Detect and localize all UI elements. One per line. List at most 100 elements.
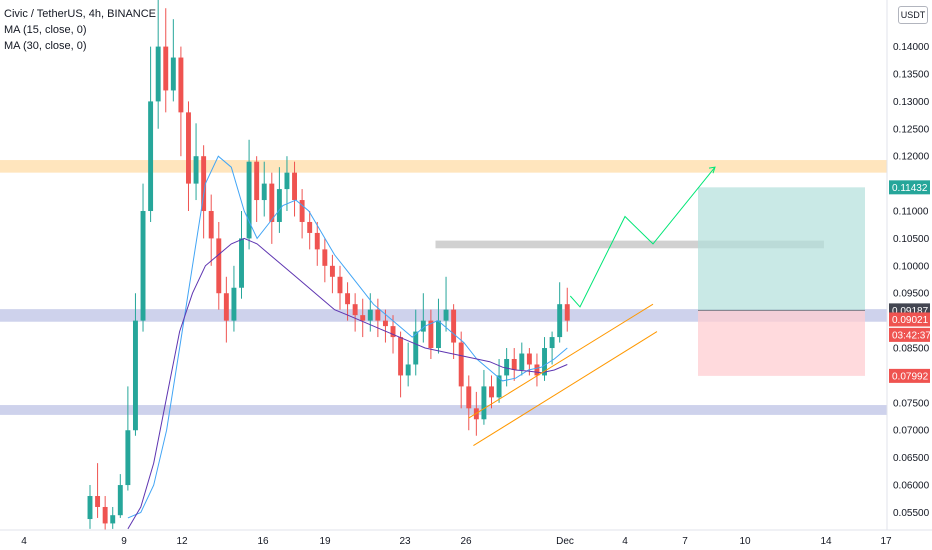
candle-body [261,183,267,201]
long-position-tool[interactable] [698,187,865,376]
candle-body [292,172,297,201]
candle-body [186,112,191,184]
candle [292,161,297,217]
candle-body [125,430,131,486]
candle [223,276,229,343]
price-tick-label: 0.09500 [893,289,930,300]
candle-body [102,506,108,524]
lower-support-zone [0,405,887,415]
candle [382,309,388,343]
price-tick-label: 0.07000 [893,426,930,437]
candle [208,194,214,266]
candle [178,46,184,157]
candle-body [413,331,419,365]
price-badge: 0.09021 [889,312,930,327]
time-tick-label: 17 [880,536,892,547]
candle-body [526,353,532,365]
candle [489,375,494,409]
candle [337,265,343,310]
price-tick-label: 0.13000 [893,97,930,108]
grey-band-zone [435,240,824,249]
candle [534,353,540,387]
candle-body [284,172,290,190]
price-badge-label: 0.11432 [892,183,928,194]
candle-body [489,386,494,398]
candle [110,506,116,529]
candle-body [246,161,252,239]
candle [345,282,351,321]
time-tick-label: 4 [622,536,628,547]
candle [458,331,464,409]
candle-body [231,287,237,321]
candle [420,293,426,343]
ma15-legend[interactable]: MA (15, close, 0) [4,24,87,36]
time-tick-label: Dec [556,536,574,547]
candle-body [208,211,214,239]
moving-averages [127,155,568,530]
candle-body [542,348,547,376]
candle-body [375,309,381,321]
trend-drawings[interactable] [468,166,716,447]
price-tick-label: 0.12000 [893,152,930,163]
candle-body [481,386,487,420]
candle [352,293,358,332]
candle [496,358,502,403]
ma30-legend[interactable]: MA (30, close, 0) [4,40,87,52]
candle [254,156,260,222]
candle-body [155,46,161,102]
candle-body [95,496,101,507]
candle [140,183,146,332]
price-tick-label: 0.05500 [893,508,930,519]
candles [87,0,570,530]
candle-body [534,364,540,376]
candle-body [511,358,517,370]
candle-body [337,276,343,294]
candle-body [314,232,320,250]
candle [186,101,191,212]
candle [193,123,199,201]
price-badge-label: 03:42:37 [892,330,931,341]
candle [261,161,267,217]
time-tick-label: 10 [739,536,751,547]
candle-body [254,161,260,201]
candle [246,139,252,250]
projection-path [569,166,716,308]
time-tick-label: 9 [121,536,127,547]
candle-body [148,101,154,212]
candle [451,304,457,359]
upper-support-zone [0,309,887,322]
candle [519,342,525,376]
candle-body [451,309,457,343]
symbol-title[interactable]: Civic / TetherUS, 4h, BINANCE [4,8,157,20]
candle-body [193,156,199,184]
candle [163,8,169,113]
projection-arrowhead [708,166,716,174]
candle-body [223,293,229,321]
target-area [698,187,865,311]
candle-body [239,238,244,288]
candle [375,298,381,338]
time-tick-label: 19 [319,536,331,547]
price-badge: 0.07992 [889,368,930,383]
price-badge: 03:42:37 [889,327,931,342]
price-tick-label: 0.06000 [893,481,930,492]
price-axis[interactable]: 0.14000 0.13500 0.13000 0.12500 0.12000 0.110… [893,42,930,519]
price-badge-label: 0.09187 [892,306,929,317]
candle-body [170,57,176,91]
time-axis[interactable]: 4 9 12 16 19 23 26 Dec 4 7 10 14 17 [21,536,892,547]
candle [360,298,366,338]
candle [405,342,411,387]
candle-body [549,337,555,349]
candle-body [299,200,305,222]
candle-body [216,238,222,294]
candle [436,298,441,354]
price-tick-label: 0.13500 [893,69,930,80]
candle-body [352,304,358,316]
ma15-line [127,155,568,519]
candle-body [117,485,123,516]
price-badge: 0.11432 [889,180,930,195]
currency-button[interactable]: USDT [898,6,928,24]
candle-body [564,304,570,321]
candle-body [458,342,464,387]
